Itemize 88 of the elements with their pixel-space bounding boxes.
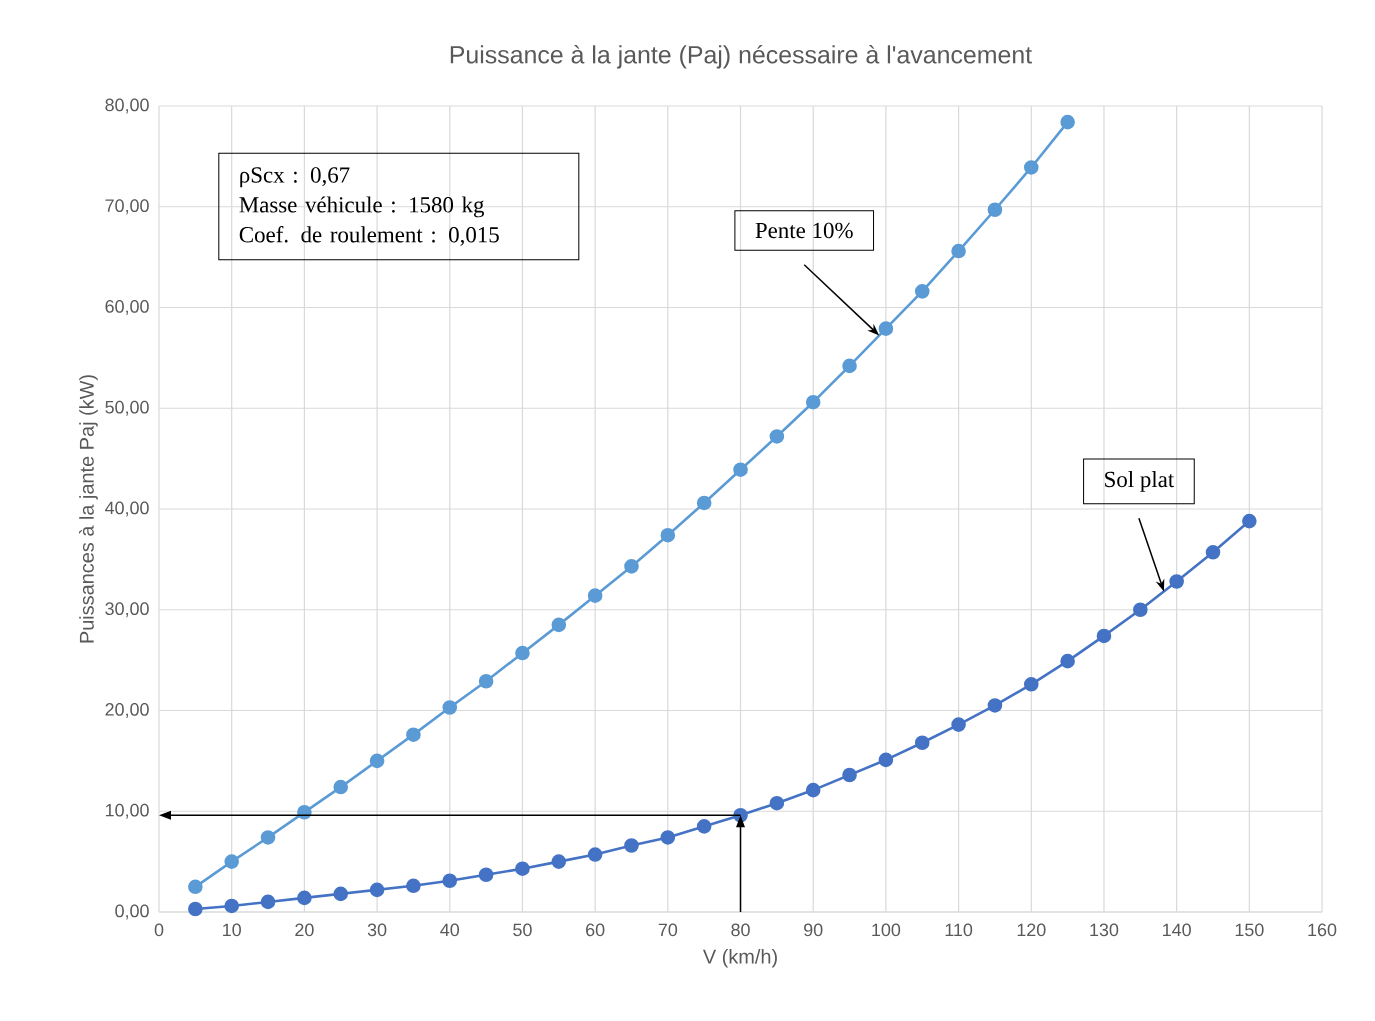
point <box>369 882 385 898</box>
point <box>660 830 676 845</box>
point <box>260 830 276 845</box>
text: Sol plat <box>1105 471 1175 492</box>
x-tick-label: 110 <box>945 923 973 937</box>
point <box>260 894 276 910</box>
point <box>333 779 349 795</box>
point <box>1205 545 1221 560</box>
x-tick-label: 10 <box>223 923 241 937</box>
annotation: Masse véhicule : 1580 kg <box>239 196 485 218</box>
point <box>660 527 676 543</box>
point <box>515 645 530 661</box>
y-axis-title: Puissances à la jante Paj (kW) <box>78 375 98 643</box>
point <box>951 243 966 259</box>
y-tick-label: 40,00 <box>105 501 149 517</box>
point <box>878 752 894 768</box>
x-axis-title: V (km/h) <box>702 949 777 968</box>
x-tick-label: 130 <box>1090 923 1119 937</box>
x-tick-label: 120 <box>1017 923 1046 937</box>
point <box>914 735 930 751</box>
point <box>987 202 1003 218</box>
point <box>188 879 203 895</box>
point <box>1169 574 1184 589</box>
y-tick-label: 20,00 <box>105 703 149 718</box>
point <box>842 767 857 783</box>
point <box>406 878 421 894</box>
x-tick-label: 60 <box>586 923 605 937</box>
point <box>951 717 966 732</box>
point <box>333 886 349 902</box>
y-tick-label: 50,00 <box>105 400 149 416</box>
point <box>624 838 639 853</box>
point <box>224 898 239 914</box>
x-tick-label: 40 <box>440 923 460 937</box>
point <box>1096 628 1112 644</box>
y-tick-label: 80,00 <box>105 98 149 114</box>
point <box>1133 602 1148 618</box>
x-tick-label: 30 <box>367 923 387 937</box>
x-tick-label: 160 <box>1308 923 1337 937</box>
point <box>624 559 639 574</box>
x-tick-label: 50 <box>513 923 532 937</box>
point <box>769 795 785 811</box>
point <box>805 782 821 798</box>
y-tick-label: 0,00 <box>115 904 149 920</box>
y-tick-label: 30,00 <box>105 602 149 618</box>
point <box>733 462 748 477</box>
point <box>478 673 494 689</box>
point <box>406 727 421 742</box>
point <box>369 753 385 769</box>
point <box>805 394 821 410</box>
point <box>1023 160 1039 175</box>
x-tick-label: 80 <box>731 923 750 937</box>
x-tick-label: 0 <box>154 923 164 937</box>
point <box>987 698 1003 713</box>
point <box>188 901 203 917</box>
point <box>587 847 603 862</box>
point <box>224 854 239 869</box>
text: Pente 10% <box>755 222 853 239</box>
x-tick-label: 100 <box>872 923 901 937</box>
point <box>297 890 312 906</box>
x-tick-label: 90 <box>804 923 823 937</box>
point <box>1060 653 1075 669</box>
point <box>442 873 458 889</box>
point <box>478 867 494 883</box>
point <box>878 321 894 336</box>
point <box>551 617 567 633</box>
point <box>587 588 603 603</box>
annotation: Coef. de roulement : 0,015 <box>239 226 499 246</box>
chart-title: Puissance à la jante (Paj) nécessaire à l'avancement <box>450 44 1032 69</box>
annotation: ρScx : 0,67 <box>240 167 350 188</box>
point <box>769 429 785 444</box>
y-tick-label: 60,00 <box>105 300 149 315</box>
point <box>1242 513 1257 529</box>
y-tick-label: 10,00 <box>105 803 149 819</box>
point <box>297 804 312 820</box>
y-tick-label: 70,00 <box>105 199 149 215</box>
point <box>696 495 712 511</box>
x-tick-label: 20 <box>295 923 314 937</box>
x-tick-label: 150 <box>1235 923 1264 937</box>
point <box>1060 114 1075 130</box>
x-tick-label: 140 <box>1163 923 1191 937</box>
point <box>442 700 458 715</box>
point <box>696 819 712 834</box>
point <box>914 284 930 299</box>
point <box>1023 677 1039 692</box>
point <box>842 358 857 374</box>
x-tick-label: 70 <box>658 923 678 937</box>
point <box>551 854 567 869</box>
point <box>515 861 530 876</box>
